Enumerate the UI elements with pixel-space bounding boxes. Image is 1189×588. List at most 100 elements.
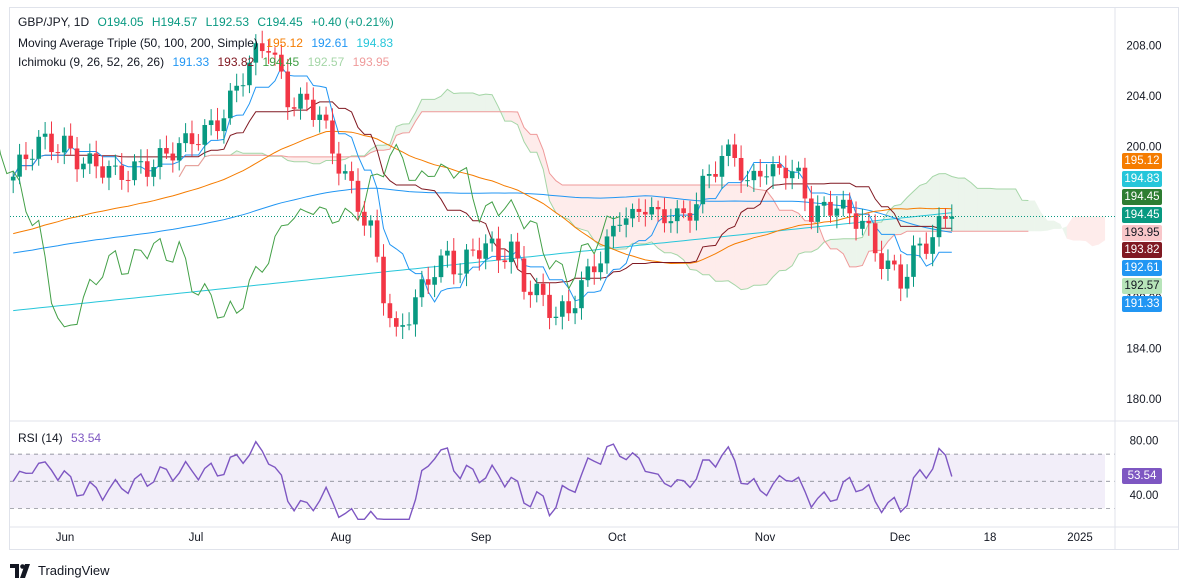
cloud-segment (760, 190, 766, 286)
tradingview-logo[interactable]: TradingView (10, 563, 110, 578)
candle (675, 208, 680, 221)
y-tick-label: 180.00 (1126, 394, 1161, 406)
candle (439, 256, 444, 278)
close-value: C194.45 (257, 15, 302, 29)
cloud-segment (958, 178, 964, 231)
candle (803, 168, 808, 199)
candle (534, 284, 539, 295)
cloud-segment (594, 185, 600, 246)
cloud-segment (926, 176, 932, 231)
candle (164, 148, 169, 154)
cloud-segment (792, 210, 798, 265)
candle (854, 213, 859, 228)
y-tick-label: 208.00 (1126, 40, 1161, 52)
candle (81, 164, 86, 170)
candle (752, 171, 757, 180)
candle (886, 261, 891, 269)
cloud-segment (1073, 217, 1079, 241)
candle (605, 236, 610, 263)
candle (905, 277, 910, 289)
rsi-tick-label: 80.00 (1130, 436, 1159, 448)
ma-label: Moving Average Triple (50, 100, 200, Sim… (18, 36, 258, 50)
candle (809, 198, 814, 221)
cloud-segment (850, 239, 856, 267)
cloud-segment (1060, 224, 1066, 239)
cloud-segment (779, 210, 785, 270)
cloud-segment (811, 221, 817, 252)
candle (503, 260, 508, 262)
cloud-segment (747, 185, 753, 289)
ma100-value: 192.61 (311, 36, 348, 50)
candle (75, 148, 80, 169)
candle (617, 225, 622, 226)
cloud-segment (294, 157, 300, 162)
cloud-segment (428, 99, 434, 111)
rsi-label: RSI (14) (18, 431, 63, 445)
cloud-segment (1067, 217, 1073, 241)
cloud-segment (575, 185, 581, 229)
candle (234, 86, 239, 91)
candle (509, 242, 514, 262)
cloud-segment (773, 199, 779, 277)
x-tick-label: Nov (755, 532, 776, 544)
candle (490, 239, 495, 244)
cloud-segment (977, 188, 983, 231)
cloud-segment (728, 185, 734, 285)
price-tag: 193.82 (1122, 242, 1162, 258)
cloud-segment (1028, 201, 1034, 232)
x-tick-label: Jul (189, 532, 204, 544)
price-tag: 191.33 (1122, 296, 1162, 312)
open-value: O194.05 (98, 15, 144, 29)
candle (860, 221, 865, 229)
cloud-segment (952, 177, 958, 232)
candle (515, 242, 520, 259)
candle (918, 244, 923, 246)
ma200-value: 194.83 (356, 36, 393, 50)
candle (94, 153, 99, 166)
candle (739, 158, 744, 180)
cloud-segment (473, 93, 479, 112)
x-tick-label: Dec (890, 532, 911, 544)
symbol-name[interactable]: GBP/JPY, 1D (18, 15, 89, 29)
candle (566, 301, 571, 313)
candle (822, 202, 827, 206)
candle (790, 171, 795, 178)
candle (649, 207, 654, 214)
cloud-segment (945, 174, 951, 232)
candle (496, 239, 501, 261)
candle (56, 152, 61, 153)
price-tag: 193.95 (1122, 225, 1162, 241)
candle (560, 301, 565, 317)
candle (720, 156, 725, 177)
candle (930, 237, 935, 254)
candle (911, 245, 916, 276)
candle (483, 243, 488, 258)
rsi-legend[interactable]: RSI (14) 53.54 (18, 430, 106, 446)
candle (381, 257, 386, 303)
ma-legend[interactable]: Moving Average Triple (50, 100, 200, Sim… (18, 35, 398, 51)
cloud-segment (1041, 213, 1047, 232)
cloud-segment (677, 185, 683, 260)
candle (541, 284, 546, 295)
candle (815, 206, 820, 222)
cloud-segment (556, 181, 562, 217)
candle (937, 216, 942, 237)
cloud-segment (971, 183, 977, 232)
ichimoku-legend[interactable]: Ichimoku (9, 26, 52, 26, 26) 191.33 193.… (18, 54, 394, 70)
candle (298, 94, 303, 109)
brand-text: TradingView (38, 563, 110, 578)
candle (400, 325, 405, 327)
chikou-line (0, 43, 620, 327)
candle (573, 308, 578, 313)
candle (873, 223, 878, 253)
candle (841, 200, 846, 209)
candle (554, 317, 559, 318)
cloud-segment (965, 178, 971, 231)
candle (681, 208, 686, 213)
cloud-segment (709, 185, 715, 281)
candle (24, 155, 29, 159)
candle (732, 145, 737, 158)
candle (694, 204, 699, 220)
candle (445, 251, 450, 256)
